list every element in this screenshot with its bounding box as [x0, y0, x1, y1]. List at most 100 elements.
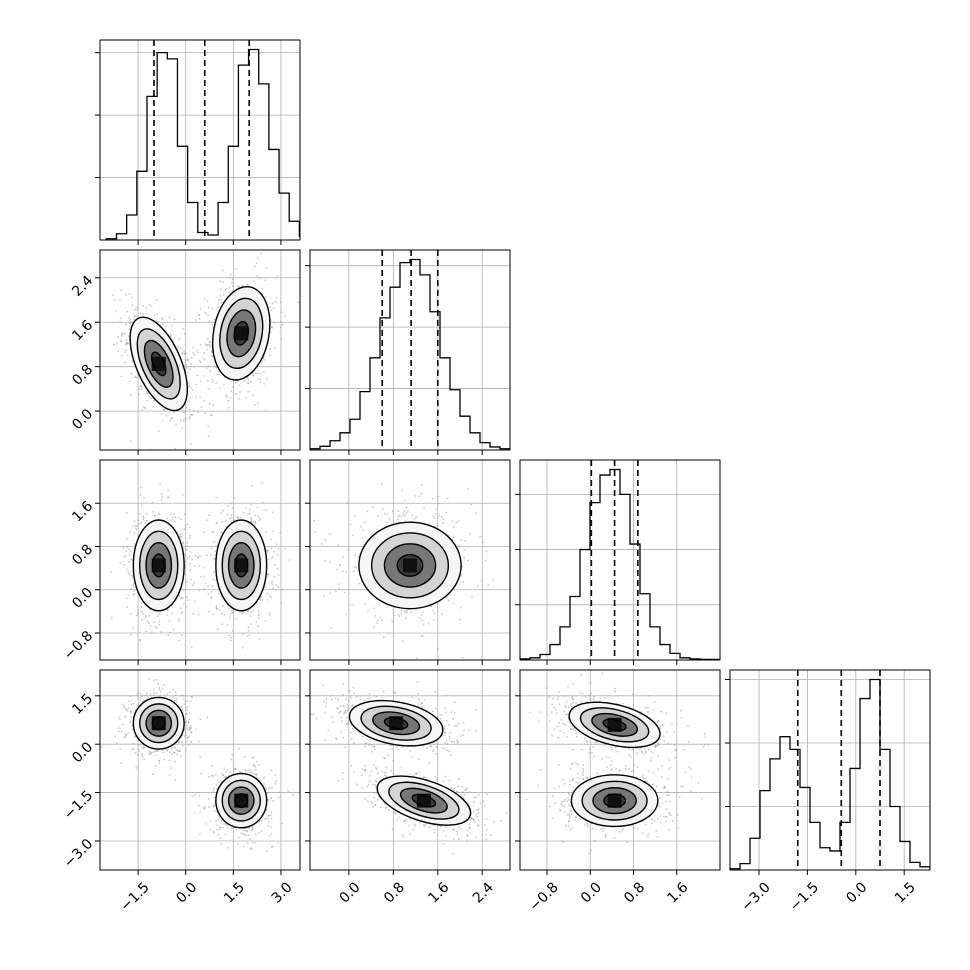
sample-point	[174, 694, 177, 696]
sample-point	[157, 683, 159, 686]
sample-point	[266, 550, 269, 553]
sample-point	[207, 343, 210, 346]
sample-point	[153, 399, 155, 402]
sample-point	[158, 513, 161, 516]
sample-point	[234, 767, 236, 770]
sample-point	[127, 571, 129, 574]
sample-point	[199, 811, 201, 813]
sample-point	[199, 308, 202, 310]
sample-point	[186, 699, 189, 702]
sample-point	[342, 556, 344, 559]
histogram-step-1	[310, 258, 510, 450]
sample-point	[252, 372, 255, 374]
sample-point	[457, 520, 460, 523]
sample-point	[223, 613, 226, 616]
sample-point	[209, 370, 212, 373]
sample-point	[374, 614, 377, 617]
contour-line	[150, 351, 167, 377]
sample-point	[147, 696, 150, 699]
sample-point	[198, 740, 200, 743]
sample-point	[250, 611, 253, 614]
sample-point	[190, 740, 192, 743]
sample-point	[178, 639, 181, 642]
sample-point	[154, 314, 156, 317]
sample-point	[261, 481, 264, 484]
sample-point	[204, 311, 207, 314]
sample-point	[159, 694, 161, 697]
sample-point	[455, 521, 458, 524]
sample-point	[145, 692, 148, 694]
sample-point	[128, 554, 131, 557]
sample-point	[418, 495, 421, 498]
sample-point	[204, 822, 207, 825]
sample-point	[142, 304, 145, 307]
sample-point	[227, 504, 230, 507]
sample-point	[142, 747, 144, 750]
sample-point	[181, 351, 184, 354]
sample-point	[411, 514, 414, 517]
sample-point	[235, 392, 238, 395]
sample-point	[123, 333, 126, 335]
sample-point	[189, 569, 192, 571]
sample-point	[193, 812, 196, 814]
x-tick-label: 1.5	[892, 879, 919, 906]
x-tick-label: 0.8	[381, 879, 408, 906]
sample-point	[274, 346, 277, 349]
x-tick-label: 0.0	[337, 879, 364, 906]
sample-point	[258, 763, 261, 766]
sample-point	[256, 402, 259, 404]
sample-point	[207, 797, 210, 800]
sample-point	[230, 516, 233, 519]
sample-point	[130, 716, 133, 719]
sample-point	[257, 610, 260, 613]
sample-point	[173, 411, 175, 414]
sample-point	[251, 841, 254, 844]
sample-point	[280, 337, 283, 340]
sample-point	[476, 585, 479, 587]
sample-point	[218, 609, 221, 612]
sample-point	[224, 833, 227, 836]
sample-point	[211, 380, 214, 383]
sample-point	[277, 573, 280, 576]
sample-point	[171, 747, 173, 750]
sample-point	[297, 301, 300, 304]
sample-point	[203, 352, 206, 354]
sample-point	[159, 482, 162, 485]
sample-point	[186, 727, 189, 729]
sample-point	[211, 775, 213, 777]
sample-point	[178, 618, 180, 621]
sample-point	[280, 311, 282, 314]
sample-point	[220, 288, 222, 291]
sample-point	[258, 820, 261, 823]
sample-point	[267, 558, 270, 561]
contour-line	[145, 542, 173, 589]
sample-point	[335, 590, 337, 593]
sample-point	[143, 758, 146, 760]
sample-point	[199, 396, 201, 399]
sample-point	[471, 596, 473, 598]
sample-point	[224, 519, 227, 522]
sample-point	[209, 341, 211, 343]
sample-point	[248, 838, 251, 840]
sample-point	[254, 833, 257, 835]
sample-point	[220, 531, 222, 534]
sample-point	[231, 278, 234, 281]
sample-point	[130, 633, 132, 636]
sample-point	[184, 721, 187, 724]
sample-point	[226, 826, 228, 829]
sample-point	[371, 506, 374, 508]
sample-point	[119, 561, 122, 564]
sample-point	[181, 352, 184, 355]
sample-point	[355, 566, 357, 568]
sample-point	[245, 507, 248, 509]
sample-point	[211, 414, 214, 417]
panel-frame-1-2	[309, 459, 511, 661]
sample-point	[130, 574, 133, 577]
sample-point	[161, 687, 164, 690]
sample-point	[185, 749, 188, 752]
sample-point	[225, 394, 228, 396]
sample-point	[148, 303, 151, 306]
sample-point	[155, 692, 158, 695]
sample-point	[404, 611, 407, 614]
